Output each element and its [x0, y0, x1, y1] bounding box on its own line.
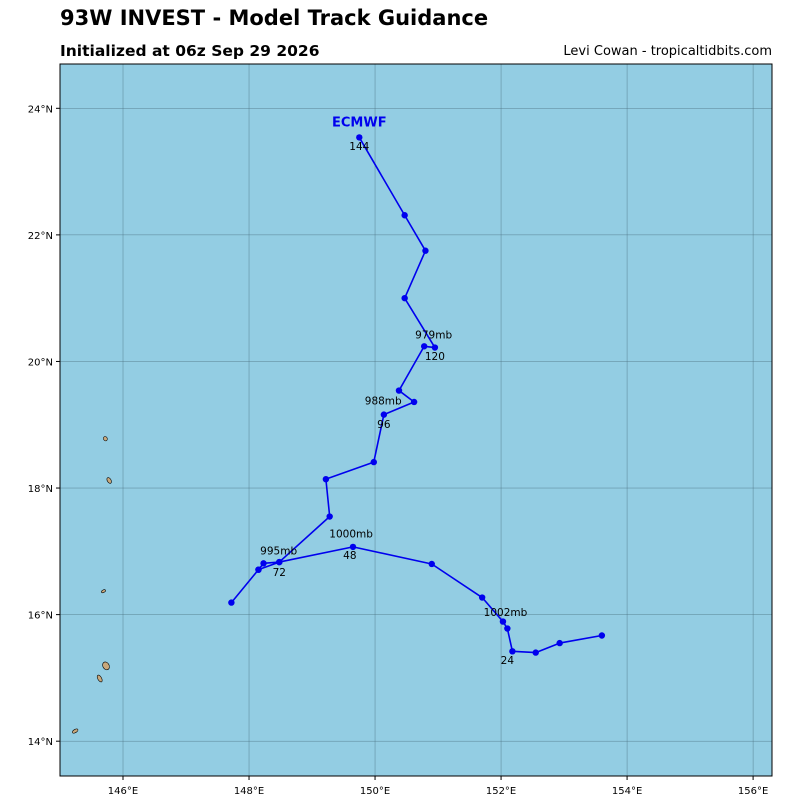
track-annotation: 96	[377, 419, 391, 431]
track-point	[410, 398, 418, 406]
track-annotation: 48	[343, 550, 356, 562]
island-d	[102, 661, 110, 671]
track-point	[556, 639, 563, 647]
track-point	[322, 475, 330, 483]
track-annotation: 1000mb	[329, 528, 373, 540]
lon-tick-label: 150°E	[360, 786, 390, 797]
track-annotation: 979mb	[415, 330, 452, 342]
grid-lines	[60, 64, 772, 776]
credit-text: Levi Cowan - tropicaltidbits.com	[563, 44, 772, 59]
island-c	[101, 589, 106, 594]
track-annotation: 24	[501, 655, 515, 667]
axis-ticks: 146°E 148°E 150°E 152°E 154°E 156°E 14°N 16°N 18…	[28, 104, 769, 797]
track-point	[422, 247, 429, 254]
track-point	[349, 543, 357, 551]
ocean-background	[60, 64, 772, 776]
lon-tick-label: 146°E	[108, 786, 138, 797]
track-annotation: 995mb	[260, 545, 297, 557]
ecmwf-track	[228, 134, 606, 656]
track-point	[260, 560, 267, 567]
lat-tick-label: 18°N	[28, 484, 53, 495]
track-point	[276, 558, 283, 566]
lon-tick-label: 152°E	[486, 786, 516, 797]
lat-tick-label: 24°N	[28, 104, 53, 115]
track-point	[228, 599, 235, 606]
lat-tick-label: 14°N	[28, 737, 53, 748]
track-point	[532, 649, 539, 656]
island-b	[106, 477, 112, 484]
track-point	[478, 594, 486, 601]
page-title: 93W INVEST - Model Track Guidance	[60, 6, 489, 30]
track-point	[431, 344, 439, 351]
track-point	[509, 648, 516, 655]
track-point	[356, 134, 363, 141]
track-annotations: ECMWF 1002mb 24 1000mb 48 995mb 72 988mb 96 979mb…	[260, 115, 527, 667]
track-point	[395, 387, 403, 394]
track-point	[428, 560, 435, 568]
track-point	[326, 513, 333, 520]
track-annotation: 1002mb	[484, 607, 528, 619]
island-a	[103, 436, 108, 442]
track-point	[380, 411, 388, 418]
track-point	[401, 294, 408, 302]
islands	[71, 436, 112, 734]
lat-tick-label: 16°N	[28, 611, 53, 622]
lat-tick-label: 20°N	[28, 357, 53, 368]
lon-tick-label: 148°E	[234, 786, 264, 797]
track-point	[504, 625, 511, 632]
track-point	[598, 632, 606, 639]
track-point	[401, 212, 408, 219]
island-f	[71, 728, 79, 734]
map-frame	[59, 63, 773, 777]
track-annotation: 988mb	[365, 395, 402, 407]
track-point	[370, 458, 377, 466]
init-time-subtitle: Initialized at 06z Sep 29 2026	[60, 42, 320, 60]
lon-tick-label: 154°E	[612, 786, 642, 797]
island-e	[96, 674, 103, 683]
lat-tick-label: 22°N	[28, 231, 53, 242]
track-point	[499, 618, 507, 625]
track-point	[255, 566, 262, 573]
track-point	[420, 343, 428, 350]
track-annotation: 144	[349, 141, 369, 153]
lon-tick-label: 156°E	[738, 786, 768, 797]
track-annotation: 72	[273, 567, 286, 579]
series-label-ecmwf: ECMWF	[332, 115, 387, 130]
track-annotation: 120	[425, 351, 445, 363]
